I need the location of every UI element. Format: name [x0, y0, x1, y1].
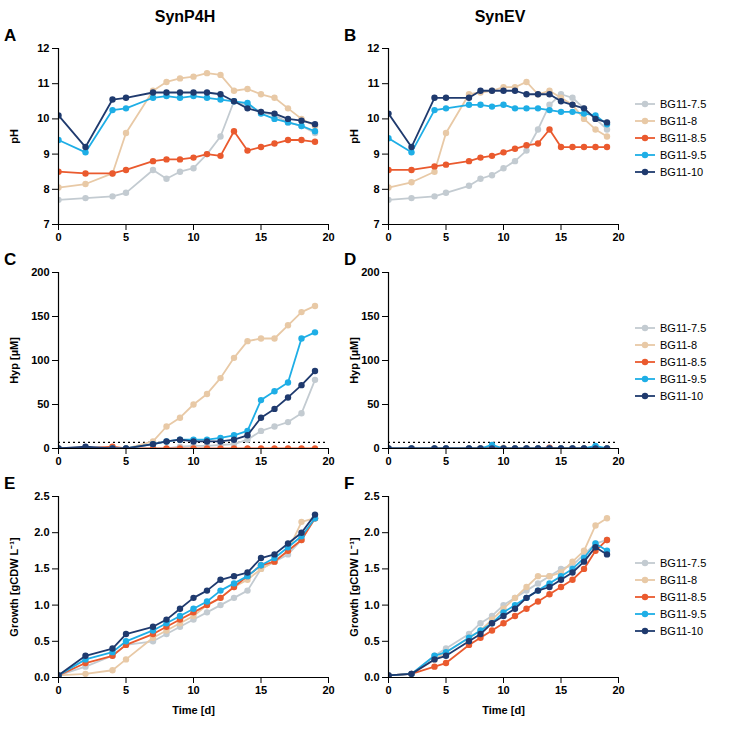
- svg-text:0.0: 0.0: [34, 671, 49, 683]
- svg-text:0: 0: [43, 442, 49, 454]
- svg-text:50: 50: [367, 398, 379, 410]
- svg-text:11: 11: [368, 77, 380, 89]
- svg-text:1.0: 1.0: [34, 599, 49, 611]
- svg-text:2.5: 2.5: [34, 490, 49, 502]
- svg-text:10: 10: [187, 231, 199, 243]
- html-text:BG11-9.5: BG11-9.5: [660, 149, 707, 161]
- svg-text:11: 11: [38, 77, 50, 89]
- html-text:BG11-9.5: BG11-9.5: [660, 607, 707, 620]
- html-text:BG11-10: BG11-10: [660, 624, 704, 637]
- svg-text:0.5: 0.5: [34, 635, 49, 647]
- svg-text:20: 20: [322, 231, 334, 243]
- svg-text:20: 20: [322, 455, 334, 467]
- svg-text:Growth [gCDW L⁻¹]: Growth [gCDW L⁻¹]: [348, 537, 360, 637]
- svg-text:150: 150: [361, 310, 379, 322]
- svg-text:pH: pH: [8, 129, 20, 144]
- html-text:BG11-8: BG11-8: [660, 115, 698, 127]
- svg-text:20: 20: [322, 684, 334, 696]
- svg-text:1.0: 1.0: [364, 599, 379, 611]
- svg-text:7: 7: [43, 218, 49, 230]
- svg-text:100: 100: [361, 354, 379, 366]
- svg-text:0: 0: [385, 684, 391, 696]
- svg-text:5: 5: [123, 455, 129, 467]
- svg-text:Hyp [µM]: Hyp [µM]: [348, 337, 360, 384]
- svg-text:100: 100: [31, 354, 49, 366]
- html-text:BG11-8: BG11-8: [660, 339, 698, 351]
- svg-text:200: 200: [31, 266, 49, 278]
- svg-text:5: 5: [443, 231, 449, 243]
- svg-text:2.0: 2.0: [364, 526, 379, 538]
- svg-text:pH: pH: [348, 129, 360, 144]
- svg-text:5: 5: [443, 455, 449, 467]
- svg-text:10: 10: [367, 112, 379, 124]
- html-text:SynP4H: SynP4H: [154, 8, 216, 25]
- svg-text:20: 20: [612, 684, 624, 696]
- svg-text:1.5: 1.5: [34, 562, 49, 574]
- svg-text:15: 15: [555, 231, 567, 243]
- svg-text:0: 0: [55, 684, 61, 696]
- svg-text:15: 15: [255, 455, 267, 467]
- svg-text:50: 50: [37, 398, 49, 410]
- svg-text:2.0: 2.0: [34, 526, 49, 538]
- svg-text:10: 10: [37, 112, 49, 124]
- svg-text:10: 10: [497, 231, 509, 243]
- html-text:E: E: [4, 474, 16, 493]
- svg-text:15: 15: [255, 231, 267, 243]
- svg-text:Time [d]: Time [d]: [172, 704, 215, 716]
- html-text:A: A: [4, 26, 17, 45]
- html-text:C: C: [4, 250, 17, 269]
- svg-text:Growth [gCDW L⁻¹]: Growth [gCDW L⁻¹]: [8, 537, 20, 637]
- svg-text:0: 0: [385, 455, 391, 467]
- svg-text:10: 10: [497, 455, 509, 467]
- svg-text:8: 8: [373, 183, 379, 195]
- svg-text:0: 0: [373, 442, 379, 454]
- svg-text:Hyp [µM]: Hyp [µM]: [8, 337, 20, 384]
- svg-text:0.5: 0.5: [364, 635, 379, 647]
- html-text:BG11-8.5: BG11-8.5: [660, 590, 707, 603]
- html-text:BG11-10: BG11-10: [660, 390, 704, 402]
- svg-text:0: 0: [385, 231, 391, 243]
- svg-text:1.5: 1.5: [364, 562, 379, 574]
- svg-text:12: 12: [37, 42, 49, 54]
- svg-text:10: 10: [497, 684, 509, 696]
- html-text:BG11-7.5: BG11-7.5: [660, 556, 707, 569]
- svg-text:20: 20: [612, 231, 624, 243]
- html-text:BG11-7.5: BG11-7.5: [660, 322, 707, 334]
- html-text:BG11-10: BG11-10: [660, 166, 704, 178]
- html-text:D: D: [344, 250, 357, 269]
- html-text:SynEV: SynEV: [474, 8, 526, 25]
- svg-text:5: 5: [123, 231, 129, 243]
- svg-text:200: 200: [361, 266, 379, 278]
- svg-text:8: 8: [43, 183, 49, 195]
- html-text:BG11-8: BG11-8: [660, 573, 698, 586]
- svg-text:5: 5: [443, 684, 449, 696]
- svg-text:9: 9: [43, 148, 49, 160]
- svg-text:7: 7: [373, 218, 379, 230]
- svg-text:10: 10: [187, 684, 199, 696]
- svg-text:15: 15: [255, 684, 267, 696]
- svg-text:2.5: 2.5: [364, 490, 379, 502]
- svg-text:0: 0: [55, 455, 61, 467]
- svg-text:10: 10: [187, 455, 199, 467]
- html-text:B: B: [344, 26, 357, 45]
- html-text:BG11-9.5: BG11-9.5: [660, 373, 707, 385]
- svg-text:150: 150: [31, 310, 49, 322]
- html-text:F: F: [344, 474, 355, 493]
- svg-text:0.0: 0.0: [364, 671, 379, 683]
- html-text:BG11-7.5: BG11-7.5: [660, 98, 707, 110]
- svg-text:15: 15: [555, 455, 567, 467]
- html-text:BG11-8.5: BG11-8.5: [660, 132, 707, 144]
- svg-text:20: 20: [612, 455, 624, 467]
- svg-text:0: 0: [55, 231, 61, 243]
- svg-text:Time [d]: Time [d]: [482, 704, 525, 716]
- html-text:BG11-8.5: BG11-8.5: [660, 356, 707, 368]
- svg-text:15: 15: [555, 684, 567, 696]
- svg-text:9: 9: [373, 148, 379, 160]
- svg-text:12: 12: [367, 42, 379, 54]
- svg-text:5: 5: [123, 684, 129, 696]
